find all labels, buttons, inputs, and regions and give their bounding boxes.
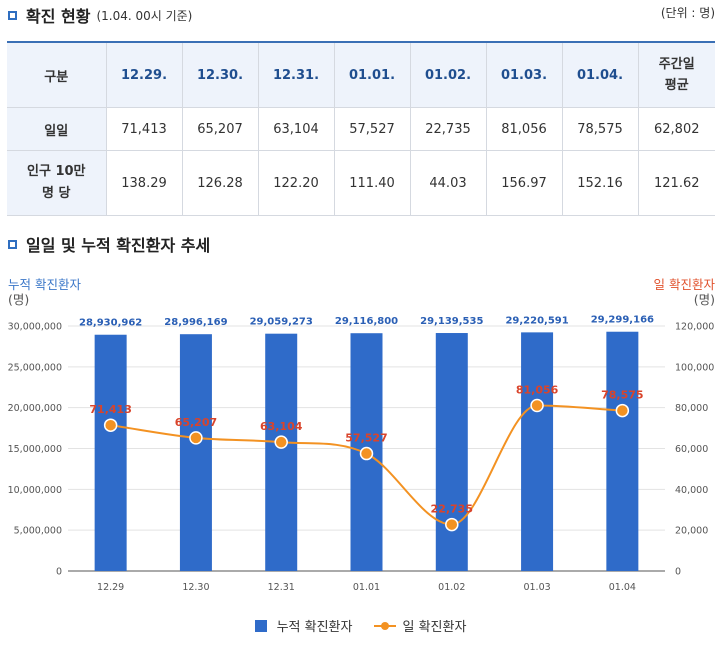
x-tick-label: 01.02 [438, 582, 465, 593]
cumulative-bar [435, 333, 468, 571]
daily-point [103, 418, 118, 432]
left-axis-unit: (명) [8, 292, 30, 307]
line-value-label: 22,735 [431, 503, 473, 516]
x-tick-label: 12.30 [182, 582, 209, 593]
table-cell: 122.20 [257, 150, 335, 216]
col-header-date: 01.02. [409, 41, 487, 108]
left-tick-label: 15,000,000 [8, 444, 62, 455]
col-header-date: 01.01. [333, 41, 411, 108]
table-cell: 57,527 [333, 107, 411, 151]
legend-line-label: 일 확진환자 [402, 620, 467, 635]
col-header-date: 01.04. [561, 41, 639, 108]
col-header-date: 01.03. [485, 41, 563, 108]
table-cell: 138.29 [105, 150, 183, 216]
left-axis-label: 누적 확진환자 [8, 277, 81, 292]
left-tick-label: 25,000,000 [8, 362, 62, 373]
line-value-label: 78,575 [601, 389, 643, 402]
table-cell: 63,104 [257, 107, 335, 151]
line-value-label: 71,413 [89, 403, 131, 416]
left-tick-label: 0 [56, 567, 62, 578]
table-cell: 121.62 [637, 150, 715, 216]
line-value-label: 65,207 [175, 416, 217, 429]
left-tick-label: 5,000,000 [14, 526, 62, 537]
right-tick-label: 100,000 [675, 362, 714, 373]
right-tick-label: 80,000 [675, 403, 708, 414]
table-row-daily: 일일 71,413 65,207 63,104 57,527 22,735 81… [7, 107, 715, 151]
daily-point [274, 435, 288, 449]
line-value-label: 81,056 [516, 384, 559, 397]
table-cell: 62,802 [637, 107, 715, 151]
right-axis-unit: (명) [693, 292, 715, 307]
col-header-category: 구분 [7, 41, 107, 108]
x-tick-label: 01.03 [523, 582, 550, 593]
right-tick-label: 0 [675, 567, 681, 578]
left-tick-label: 30,000,000 [8, 322, 62, 333]
daily-point [359, 446, 374, 461]
table-cell: 44.03 [409, 150, 487, 216]
right-axis-label: 일 확진환자 [653, 277, 715, 292]
right-tick-label: 120,000 [675, 322, 714, 333]
right-tick-label: 40,000 [675, 485, 708, 496]
bar-value-label: 29,139,535 [420, 316, 483, 327]
status-table: 구분 12.29. 12.30. 12.31. 01.01. 01.02. 01… [7, 41, 715, 216]
right-tick-label: 20,000 [675, 526, 708, 537]
section-status-subtitle: (1.04. 00시 기준) [96, 8, 193, 23]
row-label: 일일 [7, 107, 107, 151]
table-row-per-100k: 인구 10만 명 당 138.29 126.28 122.20 111.40 4… [7, 150, 715, 216]
daily-point [530, 398, 544, 413]
row-label: 인구 10만 명 당 [7, 150, 107, 216]
left-tick-label: 10,000,000 [8, 485, 62, 496]
table-unit-label: (단위 : 명) [660, 6, 715, 20]
right-tick-label: 60,000 [675, 444, 708, 455]
cumulative-bar [606, 331, 639, 571]
cumulative-bar [265, 333, 298, 571]
x-tick-label: 01.04 [609, 582, 636, 593]
x-tick-label: 12.29 [97, 582, 124, 593]
table-cell: 152.16 [561, 150, 639, 216]
section-trend-title: 일일 및 누적 확진환자 추세 [26, 236, 211, 255]
col-header-date: 12.31. [257, 41, 335, 108]
left-axis-title: 누적 확진환자 (명) [8, 277, 81, 307]
col-header-weekly-avg: 주간일 평균 [637, 41, 715, 108]
table-cell: 81,056 [485, 107, 563, 151]
cumulative-bar [521, 332, 554, 571]
daily-point [615, 403, 630, 418]
legend-line-swatch [374, 620, 397, 632]
col-header-date: 12.30. [181, 41, 259, 108]
chart-legend: 누적 확진환자 일 확진환자 [0, 616, 721, 635]
line-value-label: 63,104 [260, 420, 303, 433]
legend-bar-swatch [254, 619, 267, 632]
legend-bar-label: 누적 확진환자 [276, 620, 353, 635]
table-header-row: 구분 12.29. 12.30. 12.31. 01.01. 01.02. 01… [7, 41, 715, 108]
section-trend-header: 일일 및 누적 확진환자 추세 [8, 232, 210, 256]
right-axis-title: 일 확진환자 (명) [654, 277, 715, 307]
cumulative-bar [179, 334, 212, 571]
col-header-date: 12.29. [105, 41, 183, 108]
line-value-label: 57,527 [345, 432, 387, 445]
cumulative-bar [94, 334, 127, 571]
bar-value-label: 28,930,962 [79, 318, 142, 329]
table-cell: 156.97 [485, 150, 563, 216]
x-tick-label: 12.31 [268, 582, 295, 593]
table-cell: 71,413 [105, 107, 183, 151]
daily-point [189, 431, 203, 445]
left-tick-label: 20,000,000 [8, 403, 62, 414]
bar-value-label: 29,220,591 [505, 315, 568, 326]
bar-value-label: 29,059,273 [250, 317, 313, 328]
bar-value-label: 29,299,166 [591, 315, 654, 326]
daily-point [445, 517, 459, 532]
bar-value-label: 28,996,169 [164, 317, 227, 328]
section-marker-icon [8, 10, 17, 20]
section-status-header: 확진 현황 (1.04. 00시 기준) [8, 3, 192, 27]
bar-value-label: 29,116,800 [335, 316, 398, 327]
section-marker-icon [8, 239, 17, 249]
section-status-title: 확진 현황 [26, 7, 91, 26]
x-tick-label: 01.01 [353, 582, 380, 593]
